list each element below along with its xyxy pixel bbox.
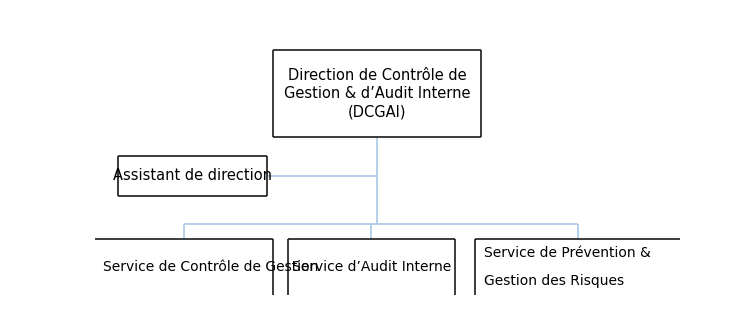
Text: Gestion des Risques: Gestion des Risques (484, 275, 624, 289)
Text: (DCGAI): (DCGAI) (348, 105, 407, 120)
Text: Service de Contrôle de Gestion: Service de Contrôle de Gestion (104, 260, 319, 274)
Text: Service de Prévention &: Service de Prévention & (484, 246, 651, 260)
Text: Assistant de direction: Assistant de direction (113, 168, 272, 184)
Text: Direction de Contrôle de: Direction de Contrôle de (288, 68, 466, 83)
Text: Gestion & d’Audit Interne: Gestion & d’Audit Interne (284, 86, 470, 101)
Text: Service d’Audit Interne: Service d’Audit Interne (292, 260, 451, 274)
